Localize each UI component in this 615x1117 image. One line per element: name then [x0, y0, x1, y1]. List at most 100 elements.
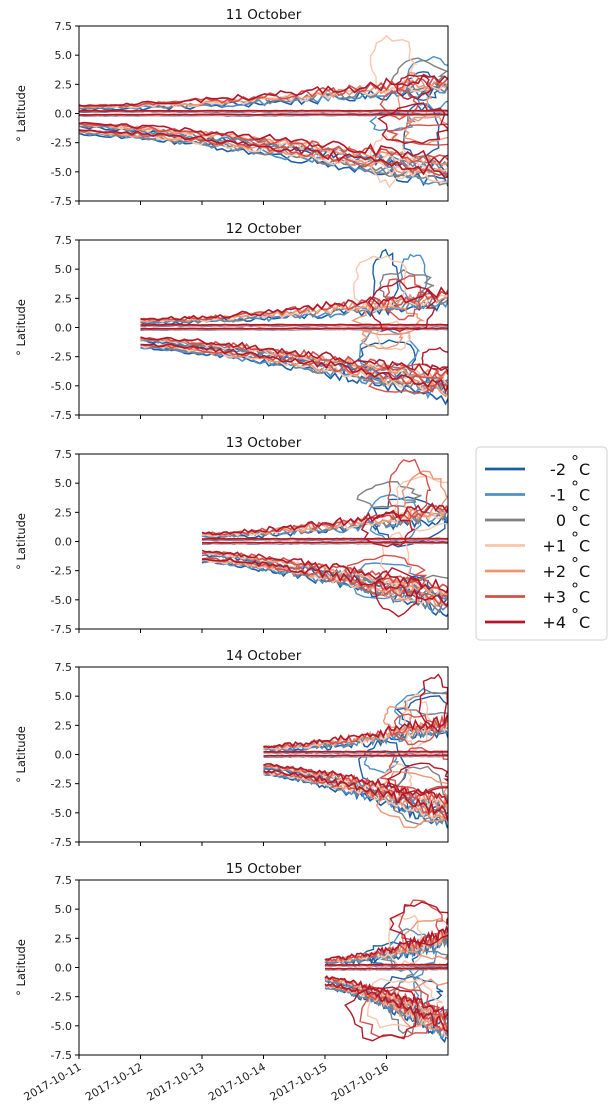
y-tick-label: -5.0 [51, 807, 72, 820]
panels: 11 October ° Latitude 7.5 5.0 2.5 0.0 -2.5 -5.0… [14, 7, 449, 1062]
contour-blob [353, 255, 407, 313]
contour-line [79, 113, 448, 116]
contour-line [324, 963, 448, 967]
legend-label: +1 [542, 537, 566, 556]
contour-blob [418, 673, 448, 733]
y-axis-label: ° Latitude [14, 85, 28, 142]
contour-blob [397, 71, 433, 126]
contour-line [140, 343, 448, 398]
legend-item: +2 ° C [485, 554, 590, 581]
contour-blob [344, 986, 419, 1042]
contour-line [201, 502, 448, 536]
contour-blob [387, 914, 426, 969]
contour-line [140, 286, 448, 321]
contour-line [263, 714, 448, 749]
contour-blob [364, 750, 399, 774]
x-tick-label: 2017-10-15 [268, 1060, 330, 1103]
y-tick-label: 2.5 [55, 78, 73, 91]
contour-line [79, 130, 448, 186]
contour-blob [351, 305, 426, 336]
contour-line [140, 343, 448, 394]
y-tick-label: -7.5 [51, 623, 72, 636]
contour-line [263, 762, 448, 804]
y-tick-label: -7.5 [51, 1049, 72, 1062]
contour-blob [403, 116, 448, 146]
panel: 13 October ° Latitude 7.5 5.0 2.5 0.0 -2.5 -5.0… [14, 435, 449, 636]
legend-degree: ° [571, 529, 579, 548]
contour-line [140, 344, 448, 393]
x-tick-label: 2017-10-13 [145, 1060, 207, 1103]
contour-line [140, 327, 448, 330]
contour-blob [393, 475, 448, 532]
contours [263, 673, 448, 829]
legend-item: +1 ° C [485, 529, 590, 556]
contour-blob [421, 346, 448, 370]
panel-title: 12 October [226, 221, 302, 237]
contour-blob [398, 253, 428, 304]
panel: 12 October ° Latitude 7.5 5.0 2.5 0.0 -2.5 -5.0… [14, 221, 449, 422]
y-tick-label: 2.5 [55, 506, 73, 519]
legend-item: -1 ° C [485, 478, 590, 505]
contour-blob [387, 458, 432, 521]
legend-degree: ° [571, 452, 579, 471]
y-axis-label: ° Latitude [14, 726, 28, 783]
contour-blob [360, 511, 417, 548]
legend-degree: ° [571, 554, 579, 573]
contour-line [324, 975, 448, 1021]
y-tick-label: 0.0 [55, 108, 73, 121]
x-tick-label: 2017-10-11 [22, 1060, 84, 1103]
y-tick-label: -2.5 [51, 137, 72, 150]
panel: 15 October ° Latitude 7.5 5.0 2.5 0.0 -2.5 -5.0… [14, 861, 449, 1062]
y-tick-label: 2.5 [55, 932, 73, 945]
y-tick-label: -7.5 [51, 836, 72, 849]
contour-blob [386, 123, 448, 146]
contour-blob [413, 963, 448, 1018]
y-tick-label: 5.0 [55, 263, 73, 276]
legend-item: 0 ° C [485, 503, 590, 530]
contour-blob [377, 102, 448, 145]
contours [79, 34, 448, 189]
y-tick-label: 5.0 [55, 49, 73, 62]
contour-line [263, 754, 448, 757]
y-tick-label: 0.0 [55, 962, 73, 975]
contour-line [201, 537, 448, 540]
panel-frame [78, 879, 449, 1056]
contour-line [140, 323, 448, 327]
legend-unit: C [579, 613, 590, 632]
contour-line [324, 982, 448, 1034]
panel-title: 13 October [226, 435, 302, 451]
y-tick-label: -5.0 [51, 1020, 72, 1033]
y-tick-label: -5.0 [51, 380, 72, 393]
contour-blob [359, 986, 442, 1039]
contour-blob [374, 566, 424, 618]
y-tick-label: -5.0 [51, 594, 72, 607]
legend-label: +3 [542, 588, 566, 607]
y-tick-label: 7.5 [55, 234, 73, 247]
contour-line [79, 124, 448, 170]
contours [201, 458, 448, 618]
y-tick-label: -2.5 [51, 351, 72, 364]
legend-item: +3 ° C [485, 580, 590, 607]
legend-label: -2 [550, 460, 566, 479]
contour-line [79, 80, 448, 109]
y-tick-label: 7.5 [55, 661, 73, 674]
y-tick-label: 5.0 [55, 903, 73, 916]
contour-line [140, 288, 448, 322]
panel-frame [78, 453, 449, 630]
panel-title: 15 October [226, 861, 302, 877]
y-tick-label: 7.5 [55, 448, 73, 461]
contour-blob [384, 275, 425, 321]
y-axis-label: ° Latitude [14, 299, 28, 356]
legend: -2 ° C-1 ° C0 ° C+1 ° C+2 ° C+3 ° C+4 ° C [475, 446, 608, 641]
contours [324, 899, 448, 1044]
y-tick-label: 0.0 [55, 749, 73, 762]
panel-frame [78, 25, 449, 202]
y-axis-label: ° Latitude [14, 939, 28, 996]
contour-line [263, 750, 448, 754]
contour-line [201, 549, 448, 594]
legend-unit: C [579, 537, 590, 556]
contour-line [202, 540, 448, 544]
contour-line [201, 552, 448, 599]
panel-title: 11 October [226, 7, 302, 23]
